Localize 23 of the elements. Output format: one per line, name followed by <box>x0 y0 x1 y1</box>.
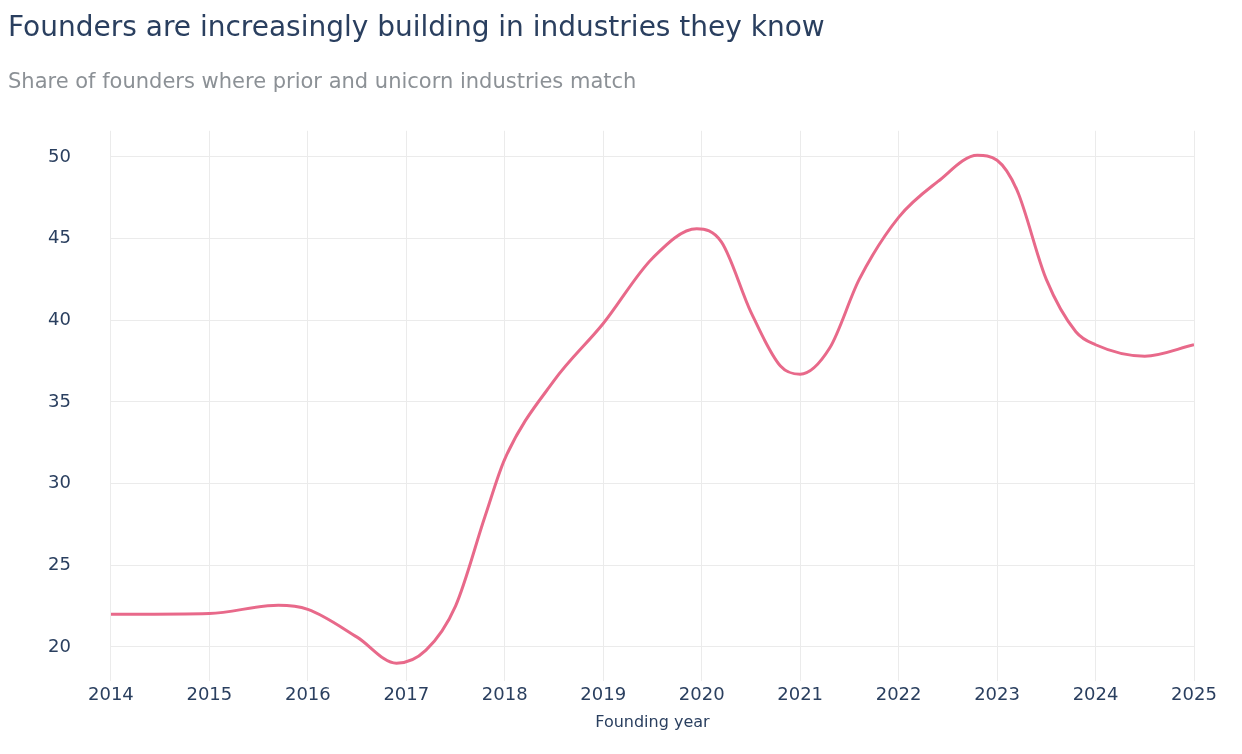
x-tick-label: 2025 <box>1171 682 1217 704</box>
x-tick-label: 2018 <box>481 682 528 704</box>
x-tick-label: 2020 <box>678 682 725 704</box>
y-tick-label: 35 <box>48 389 71 411</box>
y-tick-label: 45 <box>48 226 71 248</box>
x-tick-label: 2016 <box>284 682 331 704</box>
x-tick-label: 2024 <box>1072 682 1119 704</box>
x-tick-label: 2023 <box>974 682 1020 704</box>
x-tick-label: 2017 <box>383 682 430 704</box>
y-tick-label: 25 <box>48 552 71 574</box>
chart-title: Founders are increasingly building in industries they know <box>8 10 825 44</box>
x-tick-label: 2015 <box>186 682 233 704</box>
x-axis-title: Founding year <box>595 711 711 731</box>
x-tick-label: 2022 <box>875 682 922 704</box>
line-series <box>110 153 1194 665</box>
x-tick-label: 2019 <box>580 682 627 704</box>
y-tick-label: 50 <box>48 144 71 166</box>
y-tick-label: 40 <box>48 307 71 329</box>
x-tick-label: 2014 <box>88 682 134 704</box>
chart-subtitle: Share of founders where prior and unicorn industries match <box>8 68 637 93</box>
y-tick-label: 30 <box>48 471 71 493</box>
y-tick-label: 20 <box>48 634 71 656</box>
x-tick-label: 2021 <box>777 682 824 704</box>
